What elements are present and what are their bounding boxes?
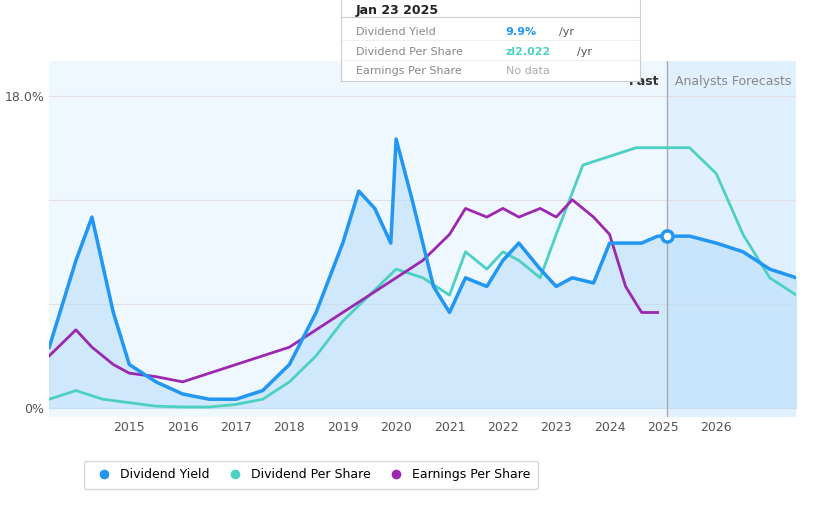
- Text: Past: Past: [629, 75, 659, 88]
- Legend: Dividend Yield, Dividend Per Share, Earnings Per Share: Dividend Yield, Dividend Per Share, Earn…: [84, 461, 538, 489]
- Text: Jan 23 2025: Jan 23 2025: [355, 4, 438, 17]
- Text: Dividend Per Share: Dividend Per Share: [355, 47, 462, 56]
- Text: Analysts Forecasts: Analysts Forecasts: [675, 75, 791, 88]
- Bar: [49, 61, 796, 417]
- Text: Earnings Per Share: Earnings Per Share: [355, 66, 461, 76]
- Text: Dividend Yield: Dividend Yield: [355, 27, 435, 37]
- Text: zl2.022: zl2.022: [506, 47, 551, 56]
- Text: /yr: /yr: [559, 27, 575, 37]
- Bar: [667, 61, 796, 417]
- Text: 9.9%: 9.9%: [506, 27, 537, 37]
- Text: No data: No data: [506, 66, 549, 76]
- Text: /yr: /yr: [577, 47, 593, 56]
